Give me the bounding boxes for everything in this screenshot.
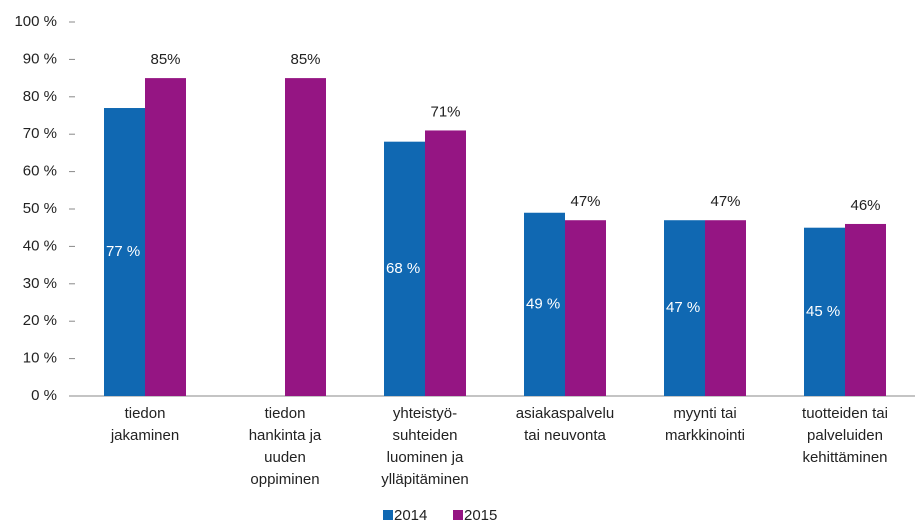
value-label: 85% <box>290 51 320 68</box>
value-label: 47% <box>570 193 600 210</box>
value-label: 46% <box>850 197 880 214</box>
bar <box>524 212 565 396</box>
y-tick-label: 30 % <box>23 275 57 292</box>
x-tick-label: asiakaspalvelu tai neuvonta <box>516 405 614 444</box>
y-tick-label: 80 % <box>23 88 57 105</box>
y-tick-label: 50 % <box>23 200 57 217</box>
value-label: 77 % <box>106 243 140 260</box>
y-tick-label: 70 % <box>23 125 57 142</box>
legend-label: 2014 <box>394 507 427 524</box>
value-label: 68 % <box>386 260 420 277</box>
y-tick-label: 100 % <box>14 13 57 30</box>
value-label: 47% <box>710 193 740 210</box>
bar <box>664 220 705 396</box>
bar <box>285 78 326 396</box>
value-label: 45 % <box>806 303 840 320</box>
x-tick-label: yhteistyö-suhteiden luominen ja ylläpitämi… <box>381 405 469 488</box>
value-label: 47 % <box>666 299 700 316</box>
y-tick-label: 60 % <box>23 163 57 180</box>
bar <box>804 227 845 396</box>
y-tick-label: 0 % <box>31 387 57 404</box>
x-tick-label: tiedon jakaminen <box>110 405 179 444</box>
y-tick-label: 10 % <box>23 350 57 367</box>
y-tick-label: 20 % <box>23 312 57 329</box>
legend-swatch <box>453 510 463 520</box>
bar <box>104 108 145 397</box>
value-label: 85% <box>150 51 180 68</box>
value-label: 71% <box>430 103 460 120</box>
y-tick-label: 90 % <box>23 50 57 67</box>
bar <box>565 220 606 396</box>
x-tick-label: tuotteiden tai palveluiden kehittäminen <box>802 405 888 466</box>
legend-swatch <box>383 510 393 520</box>
value-label: 49 % <box>526 295 560 312</box>
bar <box>705 220 746 396</box>
x-tick-label: myynti tai markkinointi <box>665 405 745 444</box>
bar <box>145 78 186 396</box>
x-tick-label: tiedon hankinta ja uuden oppiminen <box>249 405 322 488</box>
bar <box>384 141 425 396</box>
y-tick-label: 40 % <box>23 237 57 254</box>
bar <box>425 130 466 396</box>
legend-label: 2015 <box>464 507 497 524</box>
bar <box>845 223 886 396</box>
